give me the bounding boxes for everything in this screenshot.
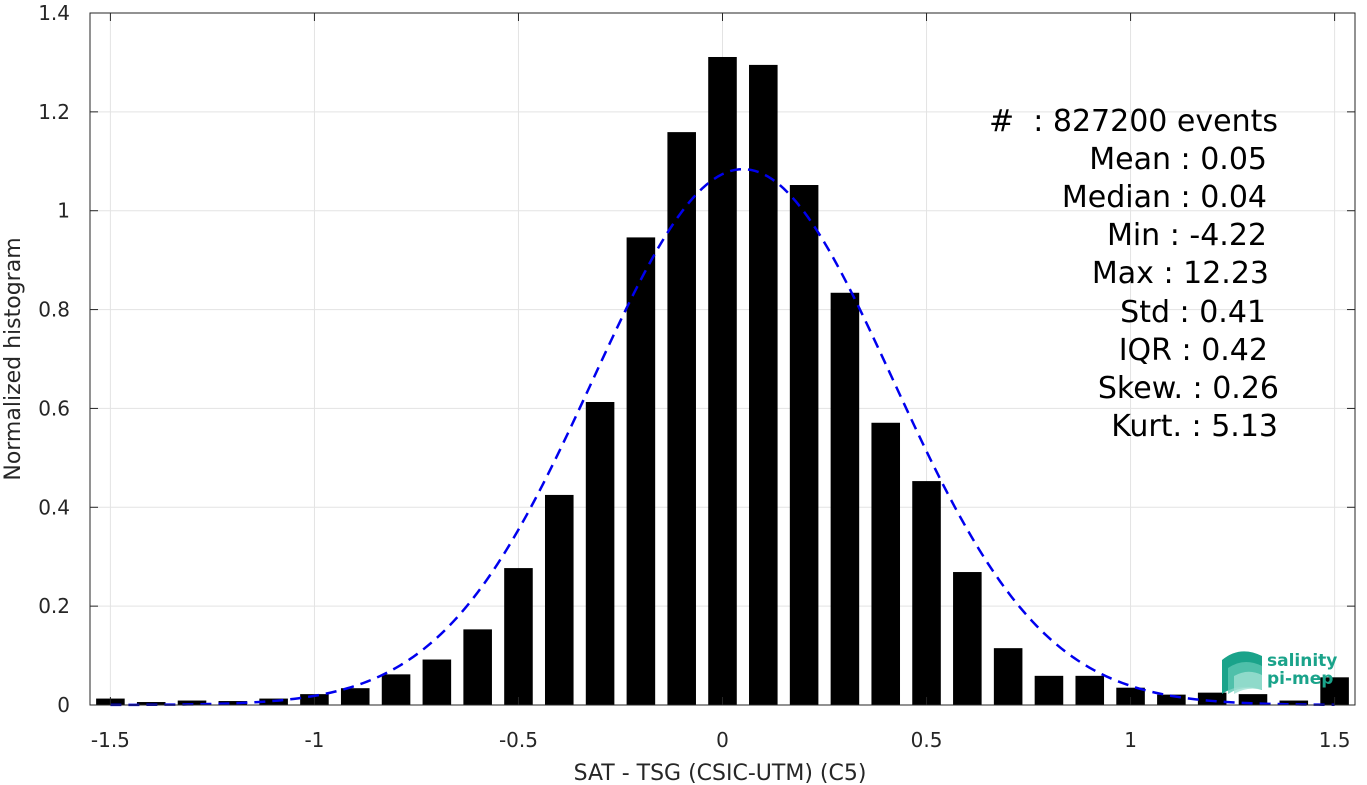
x-axis-label: SAT - TSG (CSIC-UTM) (C5) [574,761,867,785]
histogram-bar [1157,694,1186,705]
histogram-bar [544,494,574,705]
x-tick-label: -1 [304,728,324,752]
wave-logo-icon [1222,651,1262,694]
stat-skew: Skew. : 0.26 [1098,371,1279,406]
histogram-bar [340,688,370,705]
histogram-bar [1034,675,1064,705]
x-tick-label: 1.5 [1319,728,1351,752]
logo-line2: pi-mep [1267,669,1333,689]
histogram-bar [463,629,492,705]
histogram-bar [136,702,166,705]
gaussian-fit-curve [110,167,1335,707]
histogram-bar [708,56,737,705]
y-tick-label: 1.4 [38,1,70,25]
stat-events: # : 827200 events [989,104,1278,139]
histogram-bar [830,292,860,705]
histogram-bars [96,56,1349,706]
histogram-bar [1238,694,1268,705]
axis-ticks: -1.5 -1 -0.5 0 0.5 1 1.5 0 0.2 0.4 0.6 0.8 1 1.2 1.4 [38,1,1355,752]
histogram-bar [1197,692,1227,705]
salinity-pimep-logo: salinity pi-mep [1222,651,1337,694]
histogram-bar [993,648,1023,705]
histogram-bar [381,674,411,705]
histogram-bar [667,132,696,705]
histogram-bar [871,422,901,705]
y-tick-label: 0.4 [38,495,70,519]
histogram-bar [912,481,941,705]
histogram-bar [585,402,615,705]
histogram-bar [422,659,452,705]
histogram-bar [1116,687,1145,705]
histogram-bar [626,237,656,706]
y-axis-label: Normalized histogram [1,237,26,480]
logo-line1: salinity [1267,651,1337,671]
stat-kurt: Kurt. : 5.13 [1111,409,1278,444]
stat-min: Min : -4.22 [1107,218,1267,253]
stat-mean: Mean : 0.05 [1089,142,1267,177]
x-tick-label: -0.5 [499,728,538,752]
histogram-bar [504,568,533,705]
y-tick-label: 1.2 [38,100,70,124]
stat-max: Max : 12.23 [1092,256,1269,291]
y-tick-label: 0.2 [38,594,70,618]
stat-median: Median : 0.04 [1062,180,1267,215]
x-tick-label: 0 [716,728,729,752]
histogram-bar [1279,700,1309,705]
histogram-bar [789,185,819,706]
stat-iqr: IQR : 0.42 [1119,333,1268,368]
x-tick-label: 1 [1124,728,1137,752]
stat-std: Std : 0.41 [1120,295,1266,330]
y-tick-label: 0.6 [38,396,70,420]
histogram-bar [1075,675,1105,705]
stats-panel: # : 827200 events Mean : 0.05 Median : 0… [989,104,1279,444]
histogram-bar [749,64,778,705]
y-tick-label: 0 [57,693,70,717]
x-tick-label: 0.5 [911,728,943,752]
x-tick-label: -1.5 [91,728,130,752]
histogram-bar [177,700,207,705]
y-tick-label: 0.8 [38,298,70,322]
histogram-bar [953,572,982,705]
histogram-bar [218,701,248,705]
y-tick-label: 1 [57,199,70,223]
